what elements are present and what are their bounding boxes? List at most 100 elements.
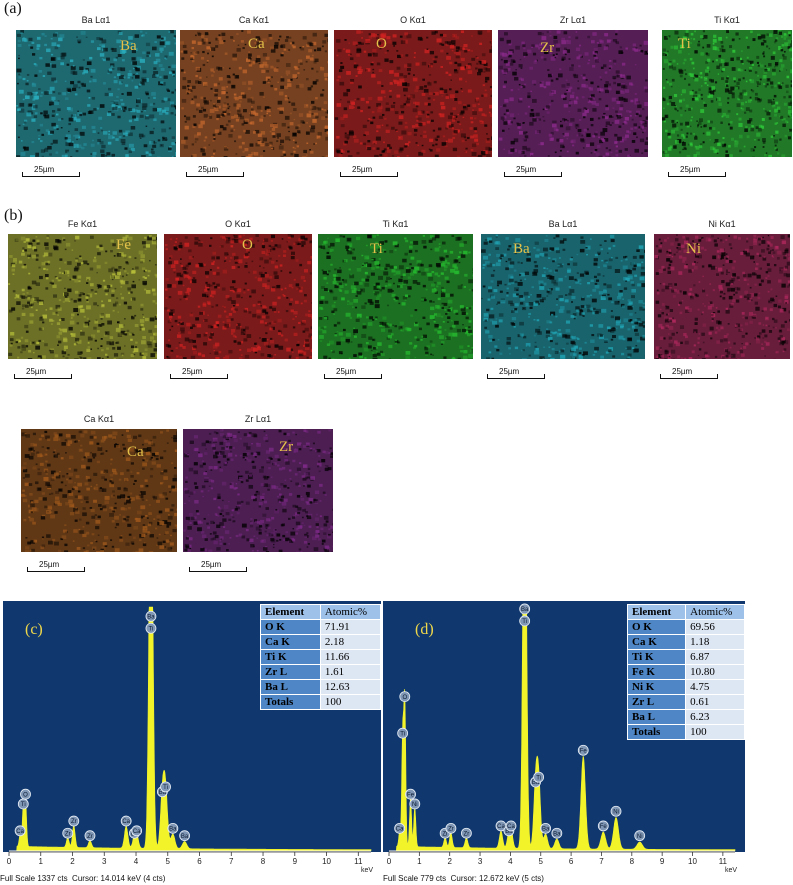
peak-label: Ti [17, 798, 29, 810]
map-a-ba: Ba Lα1 Ba 25µm [16, 15, 176, 185]
map-element-label: Ba [513, 241, 530, 257]
map-image [654, 234, 790, 359]
peak-label: Zr [445, 822, 457, 834]
peak-label: O [20, 788, 31, 800]
x-tick-label: 2 [70, 857, 75, 866]
scale-bar-text: 25µm [499, 367, 520, 376]
element-cell: Ca K [626, 634, 687, 650]
peak-label: Ca [14, 825, 26, 837]
x-tick-label: 4 [508, 857, 513, 866]
spectrum-d-footer: Full Scale 779 cts Cursor: 12.672 keV (5… [383, 874, 544, 883]
scale-bar: 25µm [170, 367, 228, 379]
atomic-percent-cell: 100 [319, 694, 382, 710]
map-title: Fe Kα1 [67, 219, 98, 229]
table-header-cell: Element [260, 604, 321, 620]
map-title: Ni Kα1 [708, 219, 736, 229]
peak-label: Zr [460, 827, 472, 839]
table-row: Ba L 6.23 [626, 709, 745, 725]
peak-label: Ba [540, 822, 552, 834]
map-title: Zr Lα1 [559, 15, 587, 25]
peak-label: Ti [160, 781, 171, 793]
map-element-label: Ti [678, 36, 691, 52]
panel-label-b: (b) [4, 207, 23, 224]
spectrum-d: 0 1 2 3 4 5 6 7 8 9 10 11 keV Ca Ti O Fe Ni Zr Zr Zr Ca Ba Ca Ti… [383, 601, 745, 873]
atomic-percent-cell: 6.23 [685, 709, 745, 725]
atomic-percent-cell: 69.56 [685, 619, 745, 635]
map-image [498, 30, 648, 157]
x-tick-label: 9 [293, 857, 298, 866]
peak-label: Ti [397, 727, 409, 739]
table-header-row: Element Atomic% [260, 604, 382, 620]
peak-label: Ba [179, 830, 191, 842]
scale-bar-text: 25µm [198, 165, 219, 174]
x-tick-label: 10 [688, 857, 697, 866]
map-element-label: Zr [279, 439, 294, 455]
x-tick-label: 3 [102, 857, 107, 866]
element-cell: O K [260, 619, 321, 635]
map-image [183, 429, 333, 552]
map-a-ti: Ti Kα1 Ti 25µm [662, 15, 792, 185]
panel-label-a: (a) [4, 0, 22, 17]
peak-label: Fe [577, 744, 589, 756]
x-tick-label: 1 [417, 857, 422, 866]
table-row: O K 71.91 [260, 619, 382, 635]
peak-label: Ti [519, 615, 531, 627]
peak-label: Ba [145, 610, 157, 622]
scale-bar: 25µm [660, 367, 718, 379]
scale-bar: 25µm [487, 367, 545, 379]
x-tick-label: 7 [229, 857, 234, 866]
table-row: Ni K 4.75 [626, 679, 745, 695]
element-cell: Fe K [626, 664, 687, 680]
map-image [21, 429, 177, 552]
scale-bar: 25µm [340, 165, 398, 177]
spectrum-c-footer: Full Scale 1337 cts Cursor: 14.014 keV (… [0, 874, 165, 883]
x-tick-label: 0 [7, 857, 12, 866]
map-b-ni: Ni Kα1 Ni 25µm [654, 219, 790, 387]
cursor-text: Cursor: 12.672 keV (5 cts) [450, 874, 544, 883]
map-image [334, 30, 492, 157]
atomic-percent-cell: 4.75 [685, 679, 745, 695]
cursor-text: Cursor: 14.014 keV (4 cts) [72, 874, 166, 883]
atomic-percent-cell: 0.61 [685, 694, 745, 710]
full-scale-text: Full Scale 779 cts [383, 874, 447, 883]
element-cell: Zr L [260, 664, 321, 680]
table-row: Fe K 10.80 [626, 664, 745, 680]
map-element-label: O [376, 36, 387, 52]
spectrum-trace [9, 606, 372, 852]
x-tick-label: 6 [197, 857, 202, 866]
x-tick-label: 1 [39, 857, 44, 866]
element-cell: Totals [626, 724, 687, 740]
scale-bar-text: 25µm [26, 367, 47, 376]
peak-label: Zr [62, 827, 74, 839]
map-element-label: Ca [248, 36, 265, 52]
peak-label: Ba [167, 822, 179, 834]
atomic-percent-cell: 100 [685, 724, 745, 740]
map-b-ti: Ti Kα1 Ti 25µm [318, 219, 473, 387]
spectrum-panel-label: (c) [25, 621, 43, 638]
map-b-ba: Ba Lα1 Ba 25µm [481, 219, 645, 387]
map-image [16, 30, 176, 157]
table-header-cell: Element [626, 604, 687, 620]
map-element-label: Ti [370, 241, 383, 257]
map-element-label: Ba [120, 38, 137, 54]
x-tick-label: 11 [354, 857, 363, 866]
element-cell: O K [626, 619, 687, 635]
element-cell: Totals [260, 694, 321, 710]
element-cell: Ti K [626, 649, 687, 665]
scale-bar-text: 25µm [182, 367, 203, 376]
table-row: Ca K 1.18 [626, 634, 745, 650]
table-row: Ba L 12.63 [260, 679, 382, 695]
x-tick-label: 10 [322, 857, 331, 866]
map-title: Zr Lα1 [244, 414, 272, 424]
map-element-label: Zr [540, 40, 555, 56]
scale-bar-text: 25µm [680, 165, 701, 174]
map-element-label: Ni [686, 241, 701, 257]
scale-bar: 25µm [668, 165, 726, 177]
full-scale-text: Full Scale 1337 cts [0, 874, 68, 883]
scale-bar-text: 25µm [516, 165, 537, 174]
map-image [180, 30, 328, 157]
atomic-percent-cell: 11.66 [319, 649, 382, 665]
scale-bar-text: 25µm [34, 165, 55, 174]
peak-label: Zr [68, 815, 80, 827]
table-row: Zr L 1.61 [260, 664, 382, 680]
